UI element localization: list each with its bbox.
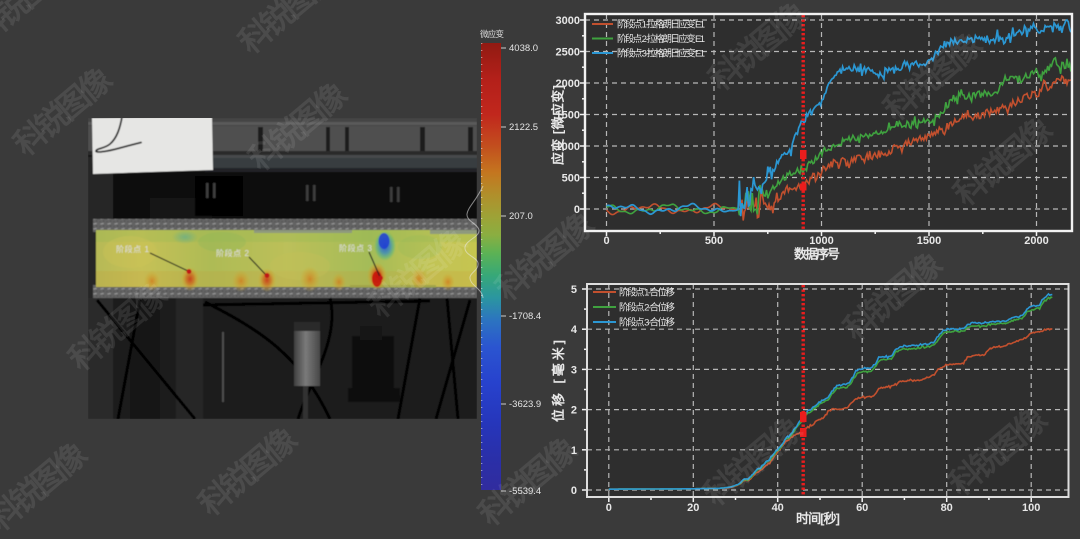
svg-text:0: 0 <box>606 502 612 514</box>
svg-text:阶段点 1-合位移: 阶段点 1-合位移 <box>619 287 675 299</box>
svg-text:时间[秒]: 时间[秒] <box>796 511 840 526</box>
svg-text:1: 1 <box>571 445 577 457</box>
svg-text:2: 2 <box>571 405 577 417</box>
svg-text:阶段点 1-拉格朗日应变 E1: 阶段点 1-拉格朗日应变 E1 <box>617 19 705 31</box>
svg-text:0: 0 <box>603 235 609 247</box>
svg-text:1000: 1000 <box>809 235 833 247</box>
svg-text:0: 0 <box>571 485 577 497</box>
svg-text:60: 60 <box>856 502 868 514</box>
svg-text:数据序号: 数据序号 <box>794 247 840 262</box>
svg-text:微应变: 微应变 <box>480 29 504 39</box>
svg-text:5: 5 <box>571 284 577 296</box>
svg-text:2122.5: 2122.5 <box>509 122 538 133</box>
svg-text:2500: 2500 <box>556 47 580 59</box>
svg-text:阶段点 2-拉格朗日应变 E1: 阶段点 2-拉格朗日应变 E1 <box>617 33 705 45</box>
svg-text:阶段点 3-合位移: 阶段点 3-合位移 <box>619 317 675 329</box>
svg-text:应变 [微应变]: 应变 [微应变] <box>551 85 566 165</box>
svg-text:500: 500 <box>562 173 580 185</box>
svg-text:500: 500 <box>705 235 723 247</box>
svg-text:-1708.4: -1708.4 <box>509 311 541 322</box>
svg-text:阶段点 3: 阶段点 3 <box>339 243 373 253</box>
svg-text:4038.0: 4038.0 <box>509 43 538 54</box>
svg-text:阶段点 1: 阶段点 1 <box>116 244 150 254</box>
svg-text:1500: 1500 <box>917 235 941 247</box>
svg-text:80: 80 <box>941 502 953 514</box>
svg-text:100: 100 <box>1022 502 1040 514</box>
svg-text:3000: 3000 <box>556 15 580 27</box>
svg-text:40: 40 <box>772 502 784 514</box>
svg-text:阶段点 3-拉格朗日应变 E1: 阶段点 3-拉格朗日应变 E1 <box>617 48 705 60</box>
svg-text:-3623.9: -3623.9 <box>509 399 541 410</box>
svg-text:位移 [毫米]: 位移 [毫米] <box>551 340 566 422</box>
svg-text:-5539.4: -5539.4 <box>509 486 541 497</box>
svg-text:3: 3 <box>571 364 577 376</box>
svg-text:4: 4 <box>571 324 578 336</box>
svg-text:20: 20 <box>687 502 699 514</box>
svg-text:2000: 2000 <box>1024 235 1048 247</box>
svg-text:阶段点 2: 阶段点 2 <box>216 248 250 258</box>
svg-text:2000: 2000 <box>556 78 580 90</box>
svg-text:阶段点 2-合位移: 阶段点 2-合位移 <box>619 302 675 314</box>
svg-text:1000: 1000 <box>556 141 580 153</box>
svg-text:0: 0 <box>574 204 580 216</box>
svg-text:1500: 1500 <box>556 110 580 122</box>
svg-text:207.0: 207.0 <box>509 211 533 222</box>
